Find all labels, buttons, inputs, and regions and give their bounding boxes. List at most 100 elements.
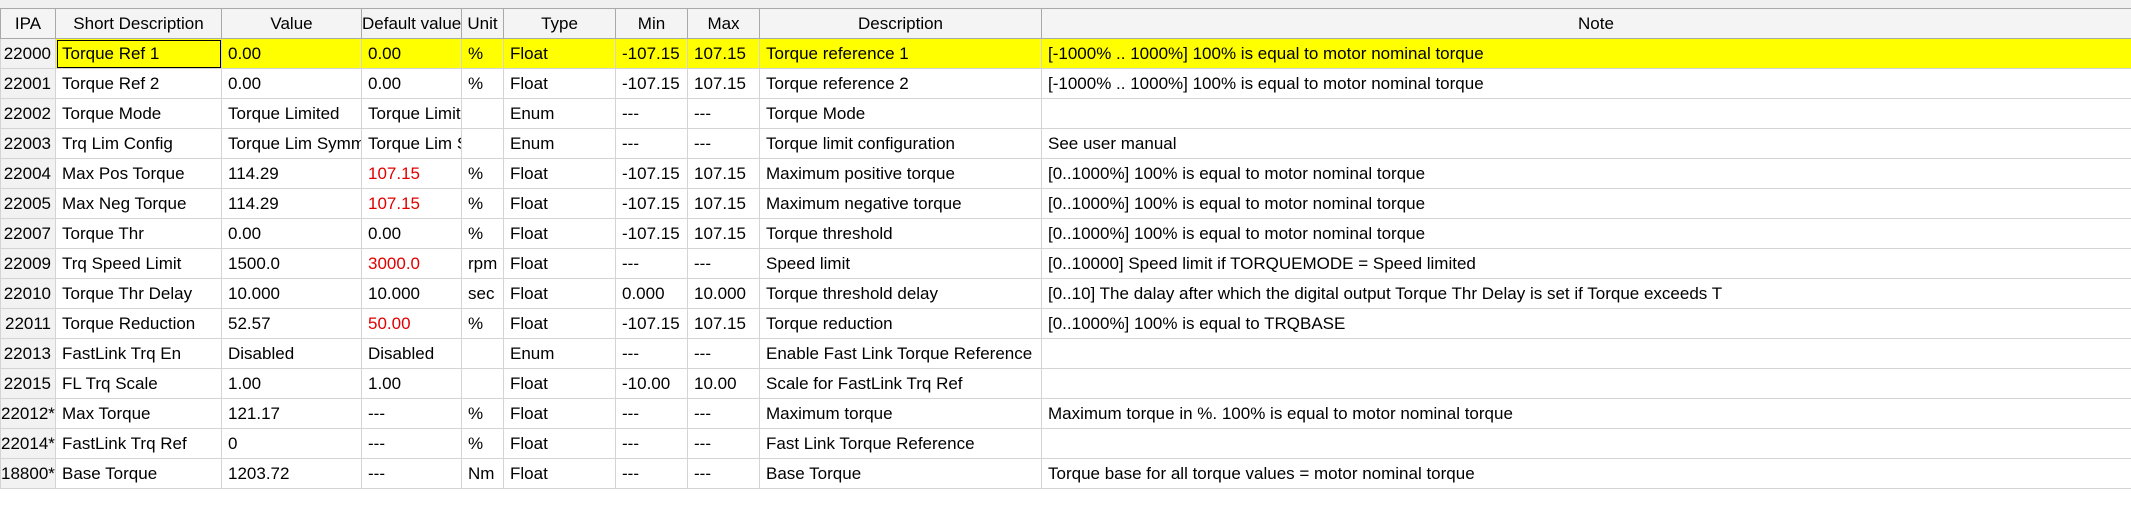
- cell-min: ---: [616, 459, 688, 489]
- cell-default-value: Torque Lim Sym: [362, 129, 462, 159]
- cell-type: Float: [504, 159, 616, 189]
- col-header-max[interactable]: Max: [688, 9, 760, 39]
- cell-description: Enable Fast Link Torque Reference: [760, 339, 1042, 369]
- col-header-ipa[interactable]: IPA: [1, 9, 56, 39]
- cell-unit: %: [462, 219, 504, 249]
- cell-note: [0..1000%] 100% is equal to motor nomina…: [1042, 189, 2131, 219]
- cell-max: ---: [688, 399, 760, 429]
- cell-value[interactable]: 0.00: [222, 219, 362, 249]
- cell-description: Scale for FastLink Trq Ref: [760, 369, 1042, 399]
- cell-note: Maximum torque in %. 100% is equal to mo…: [1042, 399, 2131, 429]
- cell-max: 107.15: [688, 309, 760, 339]
- cell-value[interactable]: Torque Lim Symm: [222, 129, 362, 159]
- cell-max: 10.00: [688, 369, 760, 399]
- cell-min: -107.15: [616, 69, 688, 99]
- cell-value[interactable]: 114.29: [222, 189, 362, 219]
- cell-value[interactable]: 1.00: [222, 369, 362, 399]
- cell-value[interactable]: 1500.0: [222, 249, 362, 279]
- cell-description: Torque threshold delay: [760, 279, 1042, 309]
- cell-type: Float: [504, 279, 616, 309]
- cell-value[interactable]: 0: [222, 429, 362, 459]
- cell-ipa: 22004: [1, 159, 56, 189]
- cell-value[interactable]: 0.00: [222, 39, 362, 69]
- col-header-value[interactable]: Value: [222, 9, 362, 39]
- cell-ipa: 22007: [1, 219, 56, 249]
- cell-note: [0..10] The dalay after which the digita…: [1042, 279, 2131, 309]
- cell-short-description: Max Neg Torque: [56, 189, 222, 219]
- cell-note: [1042, 99, 2131, 129]
- cell-note: [1042, 429, 2131, 459]
- cell-default-value: 0.00: [362, 219, 462, 249]
- col-header-type[interactable]: Type: [504, 9, 616, 39]
- cell-default-value: 50.00: [362, 309, 462, 339]
- cell-min: -107.15: [616, 39, 688, 69]
- cell-default-value: 10.000: [362, 279, 462, 309]
- cell-description: Speed limit: [760, 249, 1042, 279]
- cell-note: [1042, 339, 2131, 369]
- cell-type: Float: [504, 69, 616, 99]
- col-header-short-description[interactable]: Short Description: [56, 9, 222, 39]
- col-header-min[interactable]: Min: [616, 9, 688, 39]
- cell-min: ---: [616, 249, 688, 279]
- col-header-unit[interactable]: Unit: [462, 9, 504, 39]
- cell-value[interactable]: 10.000: [222, 279, 362, 309]
- cell-value[interactable]: Disabled: [222, 339, 362, 369]
- cell-type: Float: [504, 39, 616, 69]
- cell-short-description: Torque Thr: [56, 219, 222, 249]
- cell-description: Torque reduction: [760, 309, 1042, 339]
- cell-ipa: 22014*: [1, 429, 56, 459]
- cell-value[interactable]: 114.29: [222, 159, 362, 189]
- cell-unit: %: [462, 189, 504, 219]
- cell-min: -107.15: [616, 309, 688, 339]
- cell-short-description: Torque Ref 1: [56, 39, 222, 69]
- cell-note: [0..1000%] 100% is equal to TRQBASE: [1042, 309, 2131, 339]
- cell-ipa: 22015: [1, 369, 56, 399]
- cell-max: 10.000: [688, 279, 760, 309]
- cell-description: Torque limit configuration: [760, 129, 1042, 159]
- cell-description: Torque Mode: [760, 99, 1042, 129]
- cell-type: Float: [504, 309, 616, 339]
- cell-note: Torque base for all torque values = moto…: [1042, 459, 2131, 489]
- cell-default-value: ---: [362, 429, 462, 459]
- cell-min: -107.15: [616, 219, 688, 249]
- cell-value[interactable]: 0.00: [222, 69, 362, 99]
- cell-value[interactable]: 1203.72: [222, 459, 362, 489]
- cell-value[interactable]: Torque Limited: [222, 99, 362, 129]
- cell-unit: %: [462, 309, 504, 339]
- cell-note: [1042, 369, 2131, 399]
- cell-short-description: Base Torque: [56, 459, 222, 489]
- cell-description: Maximum torque: [760, 399, 1042, 429]
- cell-max: 107.15: [688, 39, 760, 69]
- col-header-default-value[interactable]: Default value: [362, 9, 462, 39]
- cell-type: Float: [504, 429, 616, 459]
- cell-default-value: 3000.0: [362, 249, 462, 279]
- cell-unit: Nm: [462, 459, 504, 489]
- cell-type: Enum: [504, 129, 616, 159]
- cell-max: ---: [688, 429, 760, 459]
- cell-value[interactable]: 52.57: [222, 309, 362, 339]
- col-header-description[interactable]: Description: [760, 9, 1042, 39]
- cell-type: Enum: [504, 99, 616, 129]
- cell-short-description: Max Torque: [56, 399, 222, 429]
- cell-default-value: 107.15: [362, 159, 462, 189]
- cell-unit: %: [462, 159, 504, 189]
- cell-value[interactable]: 121.17: [222, 399, 362, 429]
- col-header-note[interactable]: Note: [1042, 9, 2131, 39]
- cell-max: ---: [688, 129, 760, 159]
- cell-description: Torque reference 2: [760, 69, 1042, 99]
